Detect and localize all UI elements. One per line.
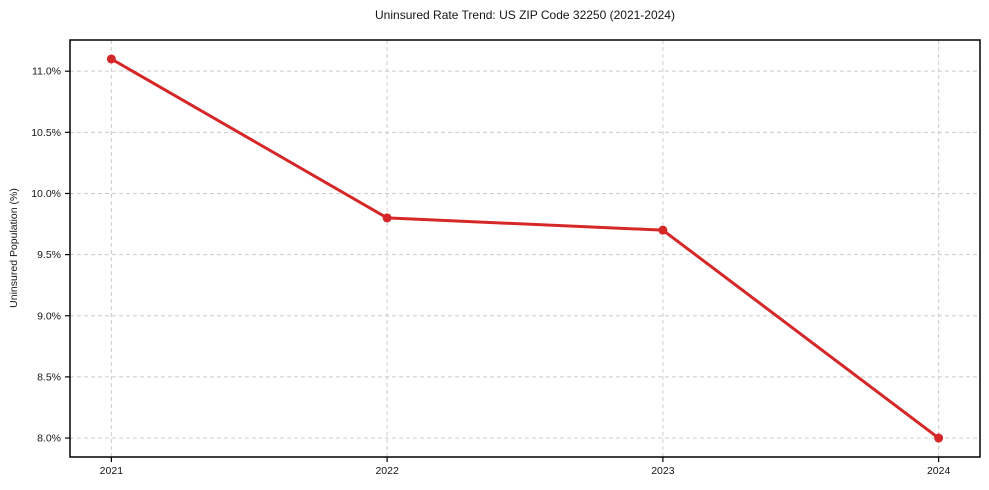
axes-frame xyxy=(69,39,981,458)
y-tick-label: 10.0% xyxy=(31,188,61,200)
y-tick-label: 11.0% xyxy=(32,66,61,78)
data-point-2022 xyxy=(382,213,392,223)
y-tick-label: 8.0% xyxy=(37,433,61,445)
x-tick-label: 2023 xyxy=(651,465,675,477)
y-tick-label: 9.5% xyxy=(37,249,61,261)
x-tick-label: 2022 xyxy=(375,465,399,477)
chart-title: Uninsured Rate Trend: US ZIP Code 32250 … xyxy=(375,8,675,22)
data-point-2024 xyxy=(934,433,944,443)
y-tick-label: 8.5% xyxy=(37,371,61,383)
y-tick-label: 9.0% xyxy=(37,310,61,322)
trend-line xyxy=(109,57,941,440)
y-tick-label: 10.5% xyxy=(31,127,61,139)
x-tick-label: 2024 xyxy=(927,465,951,477)
data-point-2023 xyxy=(658,225,668,235)
data-point-2021 xyxy=(106,54,116,64)
x-tick-label: 2021 xyxy=(100,465,124,477)
